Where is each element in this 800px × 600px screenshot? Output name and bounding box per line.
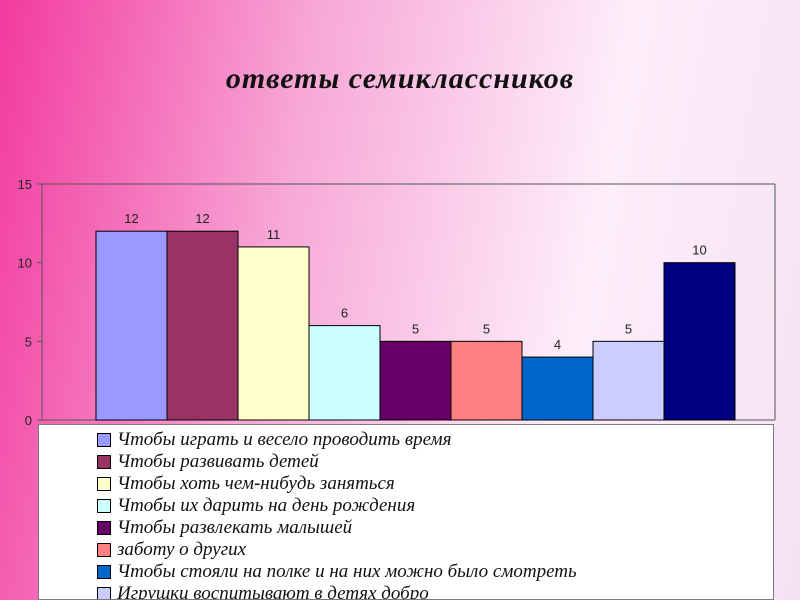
legend-swatch: [97, 543, 111, 557]
data-label: 5: [625, 321, 632, 336]
y-tick-label: 0: [25, 413, 32, 428]
bar: [592, 340, 665, 421]
bar: [166, 230, 239, 421]
data-label: 12: [124, 211, 138, 226]
legend-item: Игрушки воспитывают в детях добро: [97, 583, 773, 600]
legend-label: Чтобы стояли на полке и на них можно был…: [117, 561, 577, 582]
data-label: 4: [554, 337, 561, 352]
legend-item: Чтобы стояли на полке и на них можно был…: [97, 561, 773, 583]
bar: [237, 246, 310, 421]
legend-label: Чтобы развивать детей: [117, 451, 319, 472]
legend-label: Чтобы их дарить на день рождения: [117, 495, 416, 516]
chart-title: ответы семиклассников: [225, 62, 575, 95]
data-label: 5: [483, 321, 490, 336]
legend-label: Чтобы развлекать малышей: [117, 517, 353, 538]
legend-item: Чтобы хоть чем-нибудь заняться: [97, 473, 773, 495]
chart-legend: Чтобы играть и весело проводить время Что…: [38, 424, 774, 600]
legend-swatch: [97, 455, 111, 469]
legend-swatch: [97, 477, 111, 491]
legend-item: Чтобы их дарить на день рождения: [97, 495, 773, 517]
legend-label: Чтобы играть и весело проводить время: [117, 429, 452, 450]
legend-label: Чтобы хоть чем-нибудь заняться: [117, 473, 395, 494]
legend-item: Чтобы развивать детей: [97, 451, 773, 473]
legend-swatch: [97, 587, 111, 599]
data-label: 6: [341, 306, 348, 321]
y-tick-label: 15: [18, 177, 32, 192]
bar: [521, 356, 594, 421]
legend-swatch: [97, 433, 111, 447]
legend-swatch: [97, 565, 111, 579]
legend-item: Чтобы играть и весело проводить время: [97, 429, 773, 451]
data-labels: 12 12 11 6 5 5 4 5 10: [124, 211, 706, 352]
legend-item: заботу о других: [97, 539, 773, 561]
bar: [379, 340, 452, 421]
y-tick-label: 5: [25, 334, 32, 349]
data-label: 10: [692, 243, 706, 258]
data-label: 5: [412, 321, 419, 336]
bar-chart: 0 5 10 15 12 12 11 6 5 5 4 5 10: [18, 177, 776, 428]
legend-label: Игрушки воспитывают в детях добро: [117, 583, 429, 600]
legend-swatch: [97, 499, 111, 513]
legend-item: Чтобы развлекать малышей: [97, 517, 773, 539]
bar: [450, 340, 523, 421]
chart-bars: [95, 230, 736, 421]
y-tick-label: 10: [18, 256, 32, 271]
legend-swatch: [97, 521, 111, 535]
bar: [663, 262, 736, 421]
data-label: 11: [267, 227, 281, 242]
data-label: 12: [195, 211, 209, 226]
legend-label: заботу о других: [117, 539, 247, 560]
bar: [95, 230, 168, 421]
bar: [308, 325, 381, 421]
